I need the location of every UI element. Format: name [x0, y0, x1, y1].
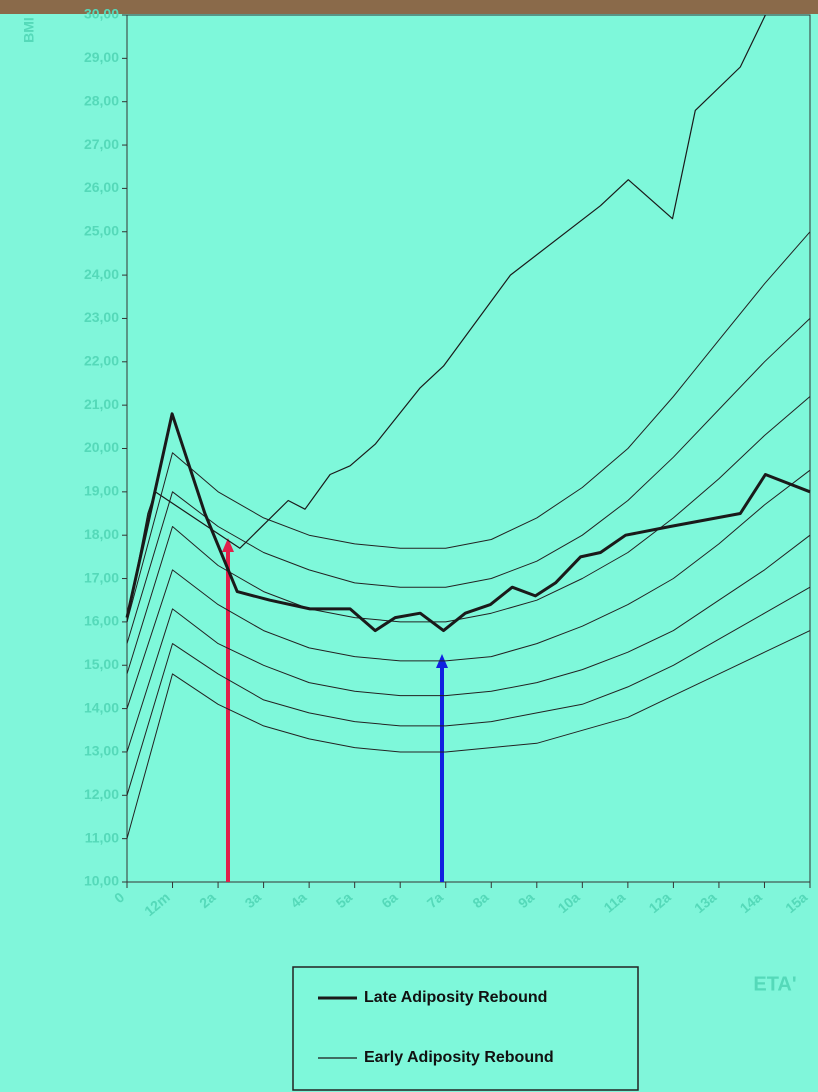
x-tick-label: 3a [242, 889, 264, 911]
x-axis-label: ETA' [753, 973, 796, 995]
y-tick-label: 17,00 [84, 569, 119, 585]
x-tick-label: 8a [469, 889, 491, 911]
legend [293, 967, 638, 1090]
x-tick-label: 9a [515, 889, 537, 911]
y-tick-label: 19,00 [84, 483, 119, 499]
x-tick-label: 10a [554, 889, 582, 916]
top-strip [0, 0, 818, 14]
y-tick-label: 28,00 [84, 92, 119, 108]
x-tick-label: 14a [737, 889, 765, 916]
y-tick-label: 14,00 [84, 699, 119, 715]
y-tick-label: 20,00 [84, 439, 119, 455]
y-tick-label: 29,00 [84, 49, 119, 65]
y-tick-label: 26,00 [84, 179, 119, 195]
x-tick-label: 13a [691, 889, 719, 916]
x-tick-label: 12m [141, 889, 173, 919]
y-tick-label: 30,00 [84, 6, 119, 22]
x-tick-label: 11a [601, 889, 629, 916]
page: {"chart_data": {"type": "line", "y_label… [0, 0, 818, 1092]
x-tick-label: 7a [424, 889, 446, 911]
x-tick-label: 6a [378, 889, 400, 911]
x-tick-label: 15a [782, 889, 810, 916]
chart: BMI ETA' 10,00 11,00 12,00 13,00 14,00 15,00 1… [0, 0, 818, 1092]
x-tick-label: 5a [333, 889, 355, 911]
y-axis-label: BMI [21, 17, 37, 43]
y-tick-label: 22,00 [84, 353, 119, 369]
y-tick-label: 15,00 [84, 656, 119, 672]
y-tick-label: 12,00 [84, 786, 119, 802]
y-tick-label: 16,00 [84, 613, 119, 629]
y-tick-label: 24,00 [84, 266, 119, 282]
x-tick-label: 4a [287, 889, 309, 911]
legend-label: Late Adiposity Rebound [364, 989, 547, 1006]
y-tick-label: 27,00 [84, 136, 119, 152]
y-tick-label: 21,00 [84, 396, 119, 412]
y-tick-label: 18,00 [84, 526, 119, 542]
x-tick-label: 0 [111, 889, 127, 906]
y-tick-label: 23,00 [84, 309, 119, 325]
x-tick-label: 12a [646, 889, 674, 916]
y-tick-label: 10,00 [84, 873, 119, 889]
y-tick-label: 25,00 [84, 222, 119, 238]
y-tick-label: 13,00 [84, 743, 119, 759]
x-tick-label: 2a [196, 889, 218, 911]
y-tick-label: 11,00 [85, 829, 119, 845]
legend-label: Early Adiposity Rebound [364, 1049, 554, 1066]
